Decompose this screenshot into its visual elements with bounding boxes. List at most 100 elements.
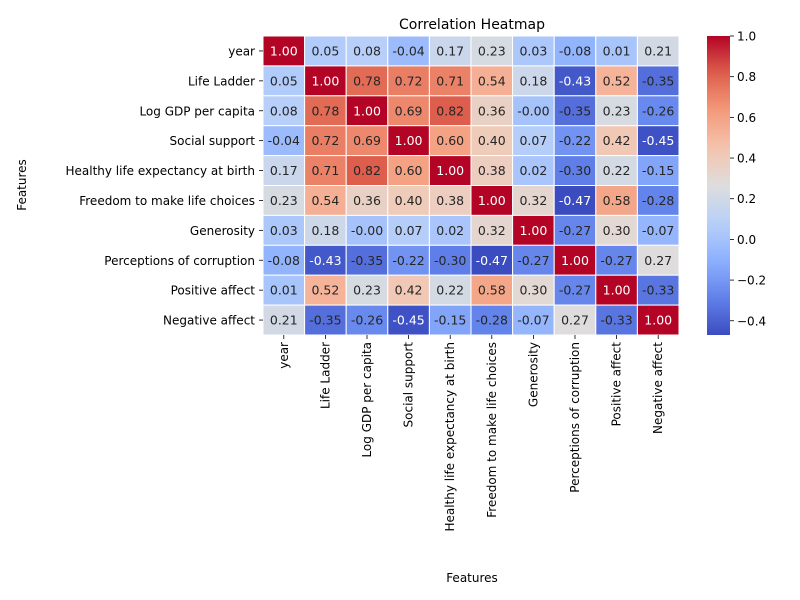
heatmap-cell xyxy=(470,244,514,276)
heatmap-cell-label: 0.32 xyxy=(519,193,547,208)
heatmap-cell-label: 0.71 xyxy=(311,163,339,178)
heatmap-cell-label: -0.26 xyxy=(351,313,383,328)
heatmap-cell xyxy=(387,244,430,276)
y-tick-label: Social support xyxy=(170,134,256,148)
heatmap-cell-label: -0.35 xyxy=(642,73,674,88)
heatmap-cell-label: 0.36 xyxy=(478,103,506,118)
heatmap-cell xyxy=(387,214,430,246)
heatmap-cell xyxy=(636,304,680,336)
heatmap-cell xyxy=(636,65,680,97)
heatmap-cell xyxy=(553,244,597,276)
heatmap-cell-label: -0.33 xyxy=(600,313,632,328)
heatmap-cell-label: 0.72 xyxy=(395,73,423,88)
heatmap-cell-label: -0.45 xyxy=(392,313,424,328)
heatmap-cell-label: 0.30 xyxy=(603,223,631,238)
heatmap-cell xyxy=(304,274,347,306)
heatmap-cell xyxy=(553,65,597,97)
heatmap-cell xyxy=(636,214,680,246)
heatmap-cell xyxy=(595,244,638,276)
heatmap-cell-label: -0.04 xyxy=(392,43,424,58)
heatmap-cell-label: 0.23 xyxy=(603,103,631,118)
heatmap-cell-label: 0.69 xyxy=(395,103,423,118)
x-tick-label: Positive affect xyxy=(610,342,624,427)
heatmap-cell xyxy=(304,95,347,127)
heatmap-cell-label: 0.58 xyxy=(478,283,506,298)
heatmap-cell xyxy=(428,274,472,306)
x-tick-label: Social support xyxy=(402,342,416,428)
heatmap-cell xyxy=(345,244,389,276)
x-tick-label: Healthy life expectancy at birth xyxy=(443,342,457,532)
heatmap-cell-label: -0.35 xyxy=(309,313,341,328)
heatmap-cell-label: -0.47 xyxy=(559,193,591,208)
heatmap-cell-label: 1.00 xyxy=(603,283,631,298)
heatmap-cell xyxy=(470,125,514,157)
y-tick-label: Freedom to make life choices xyxy=(79,194,255,208)
colorbar-tick-label: −0.2 xyxy=(737,274,766,288)
x-axis-ticks: year Life Ladder Log GDP per capita Social … xyxy=(277,335,665,532)
heatmap-cell xyxy=(595,274,638,306)
heatmap-cell-label: 0.18 xyxy=(519,73,547,88)
y-tick-label: year xyxy=(228,44,255,58)
heatmap-cell-label: 0.03 xyxy=(519,43,547,58)
heatmap-cell-label: 0.07 xyxy=(395,223,423,238)
heatmap-cell-label: -0.30 xyxy=(559,163,591,178)
x-tick-label: year xyxy=(277,342,291,369)
x-tick-label: Perceptions of corruption xyxy=(568,342,582,493)
heatmap-cell-label: 0.27 xyxy=(644,253,672,268)
heatmap-cell xyxy=(428,185,472,216)
heatmap-cell xyxy=(512,65,555,97)
heatmap-cell xyxy=(304,35,347,67)
y-tick-label: Life Ladder xyxy=(188,74,255,88)
heatmap-cell xyxy=(262,125,306,157)
heatmap-cell xyxy=(470,35,514,67)
x-tick-label: Generosity xyxy=(526,342,540,407)
heatmap-cell-label: 0.58 xyxy=(603,193,631,208)
heatmap-cell xyxy=(304,65,347,97)
x-axis-label: Features xyxy=(446,571,498,585)
y-tick-label: Negative affect xyxy=(163,314,255,328)
heatmap-cell-label: -0.07 xyxy=(517,313,549,328)
heatmap-cell-label: -0.08 xyxy=(559,43,591,58)
colorbar: −0.4 −0.2 0.0 0.2 0.4 0.6 0.8 1.0 xyxy=(707,30,766,335)
heatmap-cell-label: -0.27 xyxy=(600,253,632,268)
heatmap-cell xyxy=(595,65,638,97)
heatmap-cell xyxy=(304,244,347,276)
heatmap-cell-label: -0.28 xyxy=(476,313,508,328)
heatmap-cell xyxy=(345,95,389,127)
heatmap-cell xyxy=(636,155,680,187)
heatmap-cell xyxy=(470,214,514,246)
y-tick-label: Log GDP per capita xyxy=(139,104,255,118)
heatmap-cell xyxy=(512,155,555,187)
heatmap-cell-label: 0.60 xyxy=(436,133,464,148)
heatmap-cell-label: 0.17 xyxy=(436,43,464,58)
heatmap-cell xyxy=(387,65,430,97)
heatmap-cell-label: 0.18 xyxy=(311,223,339,238)
heatmap-cell-label: 1.00 xyxy=(353,103,381,118)
colorbar-tick-label: 1.0 xyxy=(737,30,756,44)
heatmap-cell-label: -0.33 xyxy=(642,283,674,298)
heatmap-cell-label: 0.30 xyxy=(519,283,547,298)
colorbar-tick-label: 0.4 xyxy=(737,152,756,166)
heatmap-cell-label: 0.54 xyxy=(478,73,506,88)
x-tick-label: Log GDP per capita xyxy=(360,342,374,458)
heatmap-cell-label: -0.27 xyxy=(559,223,591,238)
heatmap-cell-label: 1.00 xyxy=(436,163,464,178)
chart-title: Correlation Heatmap xyxy=(399,17,545,33)
heatmap-cell-label: 0.52 xyxy=(311,283,339,298)
heatmap-cell-label: 0.08 xyxy=(270,103,298,118)
y-tick-label: Perceptions of corruption xyxy=(104,254,255,268)
heatmap-cell-label: 0.02 xyxy=(436,223,464,238)
colorbar-tick-label: 0.6 xyxy=(737,111,756,125)
heatmap-cell-label: -0.00 xyxy=(517,103,549,118)
heatmap-cell xyxy=(387,274,430,306)
heatmap-cell-label: 0.23 xyxy=(270,193,298,208)
colorbar-tick-label: 0.0 xyxy=(737,233,756,247)
heatmap-cell-label: -0.43 xyxy=(559,73,591,88)
heatmap-cell-label: 0.40 xyxy=(395,193,423,208)
colorbar-tick-label: 0.8 xyxy=(737,70,756,84)
heatmap-cell-label: 0.17 xyxy=(270,163,298,178)
heatmap-cell xyxy=(553,214,597,246)
heatmap-cell-label: 1.00 xyxy=(395,133,423,148)
heatmap-cell xyxy=(595,304,638,336)
